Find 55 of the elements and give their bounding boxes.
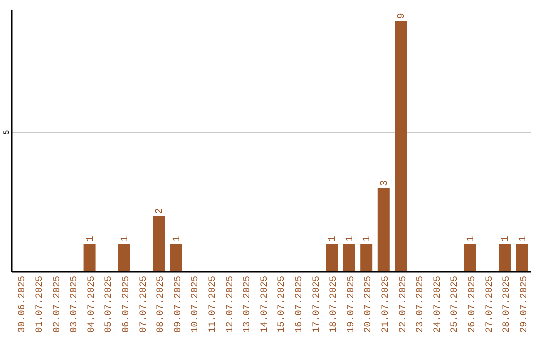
bar (516, 244, 528, 272)
bar (378, 188, 390, 272)
bar (464, 244, 476, 272)
x-tick-label: 16.07.2025 (293, 276, 304, 334)
data-label: 1 (345, 236, 356, 242)
x-tick-label: 08.07.2025 (155, 276, 166, 334)
x-tick-label: 18.07.2025 (328, 276, 340, 334)
x-tick-label: 22.07.2025 (397, 276, 408, 334)
x-tick-label: 25.07.2025 (449, 276, 460, 334)
x-tick-label: 10.07.2025 (190, 276, 201, 334)
x-tick-label: 17.07.2025 (310, 276, 322, 334)
bar (84, 244, 96, 272)
data-label: 1 (86, 236, 97, 242)
bar (343, 244, 356, 272)
x-tick-label: 09.07.2025 (172, 276, 184, 334)
data-label: 3 (380, 180, 391, 186)
x-tick-label: 30.06.2025 (16, 276, 28, 334)
data-label: 1 (328, 236, 339, 242)
data-label: 1 (362, 236, 374, 242)
x-tick-label: 28.07.2025 (501, 276, 512, 334)
x-tick-label: 11.07.2025 (206, 276, 218, 334)
bar (152, 216, 165, 272)
x-tick-label: 15.07.2025 (276, 276, 288, 334)
x-tick-label: 21.07.2025 (380, 276, 391, 334)
y-tick-label: 5 (3, 130, 12, 136)
x-tick-label: 01.07.2025 (34, 276, 45, 334)
data-label: 9 (397, 13, 408, 20)
x-tick-label: 29.07.2025 (518, 276, 530, 334)
data-label: 1 (500, 236, 512, 242)
bar (395, 21, 408, 272)
bar (118, 244, 130, 272)
x-tick-label: 12.07.2025 (224, 276, 236, 334)
x-tick-label: 07.07.2025 (138, 276, 149, 334)
x-tick-label: 26.07.2025 (466, 276, 478, 334)
x-tick-label: 24.07.2025 (432, 276, 443, 334)
bar (326, 244, 338, 272)
x-tick-label: 03.07.2025 (68, 276, 80, 334)
data-label: 1 (120, 236, 132, 242)
x-tick-label: 19.07.2025 (345, 276, 356, 334)
x-tick-label: 04.07.2025 (86, 276, 97, 334)
bar (170, 244, 182, 272)
data-label: 1 (466, 236, 478, 242)
x-tick-label: 27.07.2025 (484, 276, 495, 334)
data-label: 1 (518, 236, 530, 242)
x-tick-label: 02.07.2025 (51, 276, 62, 334)
x-tick-label: 23.07.2025 (414, 276, 426, 334)
x-tick-label: 06.07.2025 (120, 276, 132, 334)
x-tick-label: 20.07.2025 (362, 276, 374, 334)
bar (498, 244, 511, 272)
x-tick-label: 13.07.2025 (242, 276, 253, 334)
data-label: 2 (154, 208, 166, 214)
data-label: 1 (172, 236, 184, 242)
x-tick-label: 14.07.2025 (258, 276, 270, 334)
x-tick-label: 05.07.2025 (103, 276, 114, 334)
bar (360, 244, 373, 272)
